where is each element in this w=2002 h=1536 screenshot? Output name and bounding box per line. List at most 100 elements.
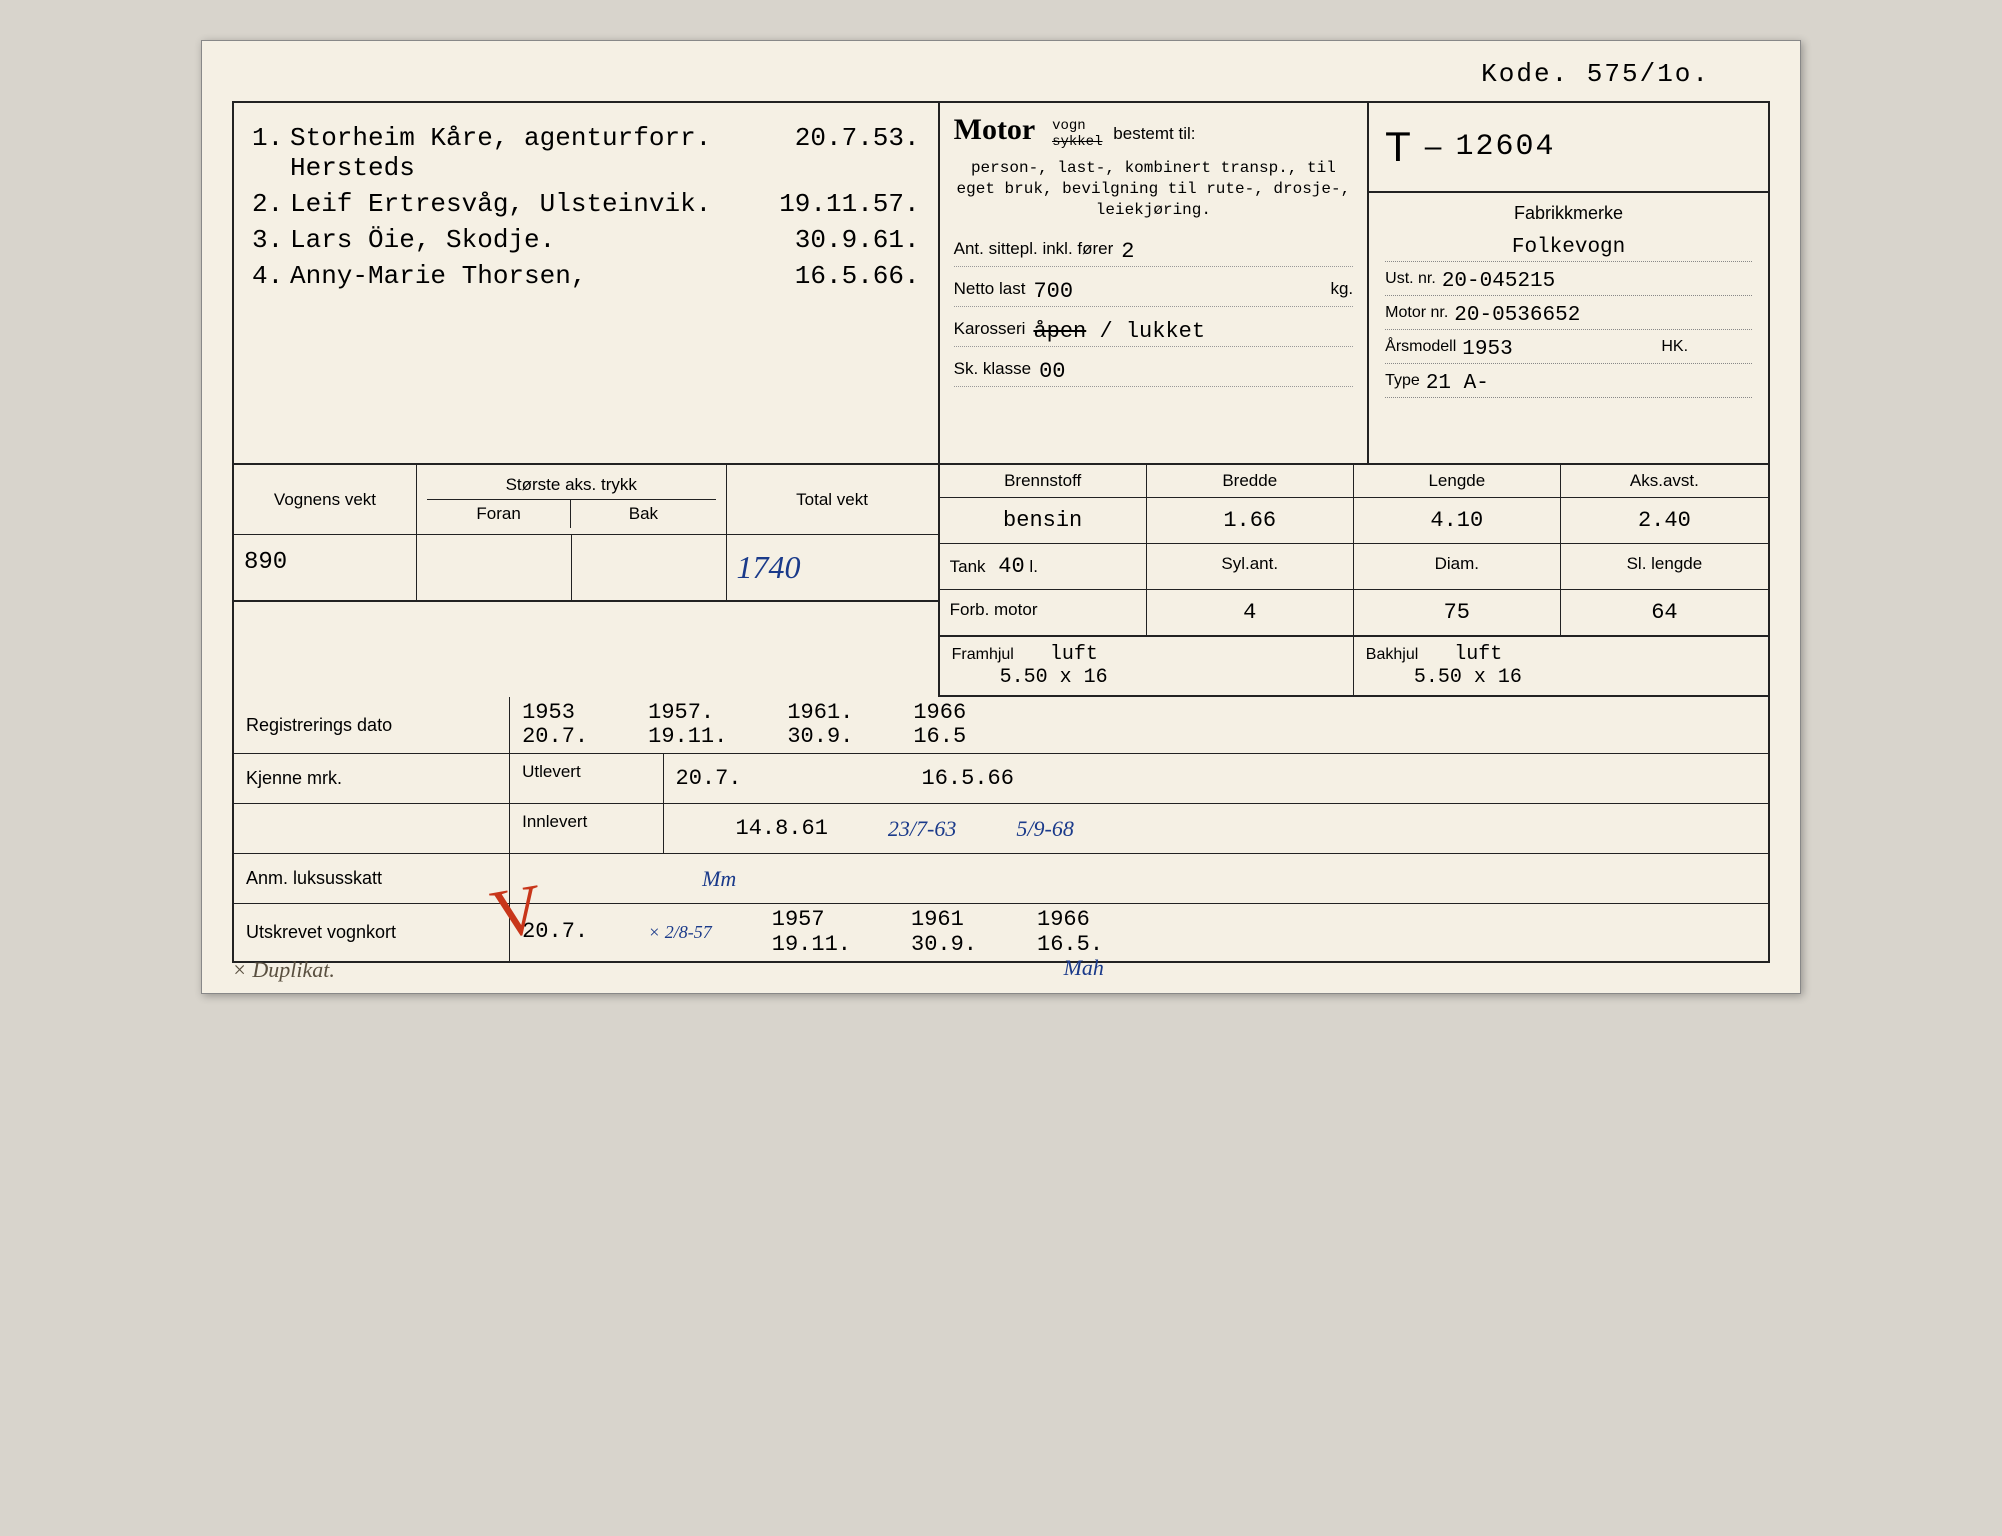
total-value: 1740 [727, 535, 938, 600]
owner-num: 4. [252, 261, 282, 291]
syl-value: 4 [1147, 590, 1354, 635]
utskrevet-sig: Mah [1064, 955, 1104, 981]
owner-num: 1. [252, 123, 282, 153]
netto-label: Netto last [954, 279, 1026, 304]
vognens-value: 890 [234, 535, 417, 600]
owner-name: Lars Öie, Skodje. [290, 225, 732, 255]
forb-label: Forb. motor [940, 590, 1147, 635]
owner-line: 4. Anny-Marie Thorsen, 16.5.66. [252, 261, 920, 291]
dims-box: Brennstoff Bredde Lengde Aks.avst. bensi… [940, 465, 1768, 697]
netto-unit: kg. [1330, 279, 1353, 304]
registration-card: Kode. 575/1o. 1. Storheim Kåre, agenturf… [201, 40, 1801, 994]
hk-label: HK. [1661, 338, 1688, 361]
margin-note: × Duplikat. [232, 957, 335, 983]
reg-letter: T [1385, 123, 1411, 171]
utskrevet-row: Utskrevet vognkort 20.7. × 2/8-57 195719… [234, 904, 1768, 960]
karosseri-value: åpen / lukket [1033, 319, 1353, 344]
storste-label: Største aks. trykk [427, 471, 716, 500]
dim-head: Brennstoff Bredde Lengde Aks.avst. [940, 465, 1768, 498]
foran-value [417, 535, 572, 600]
motor-sub: vogn sykkel [1052, 118, 1102, 150]
top-row: 1. Storheim Kåre, agenturforr. Hersteds … [234, 103, 1768, 465]
sk-label: Sk. klasse [954, 359, 1031, 384]
front-size: 5.50 x 16 [1000, 666, 1108, 689]
motor-nr-label: Motor nr. [1385, 304, 1448, 327]
owner-name: Anny-Marie Thorsen, [290, 261, 732, 291]
utskrevet-date: 195719.11. [772, 908, 851, 956]
syl-label: Syl.ant. [1147, 544, 1354, 589]
owner-date: 20.7.53. [740, 123, 920, 153]
front-type: luft [1050, 643, 1098, 666]
type-line: Type 21 A- [1385, 370, 1752, 398]
dim-v: bensin [940, 498, 1147, 543]
utlevert-values: 20.7. 16.5.66 [664, 754, 1769, 803]
front-label: Framhjul [952, 646, 1014, 663]
dim-row-1: bensin 1.66 4.10 2.40 [940, 498, 1768, 544]
motor-box: Motor vogn sykkel bestemt til: person-, … [940, 103, 1370, 463]
dim-h-0: Brennstoff [940, 465, 1147, 497]
seats-line: Ant. sittepl. inkl. fører 2 [954, 239, 1354, 267]
owners-box: 1. Storheim Kåre, agenturforr. Hersteds … [234, 103, 940, 463]
bottom-section: Registrerings dato 195320.7. 1957.19.11.… [234, 697, 1768, 961]
bestemt-label: bestemt til: [1113, 124, 1195, 143]
bak-label: Bak [571, 500, 715, 528]
ust-label: Ust. nr. [1385, 270, 1436, 293]
anm-values: Mm [510, 854, 1768, 903]
utskrevet-label: Utskrevet vognkort [234, 904, 510, 960]
vekt-vals: 890 1740 [234, 535, 938, 602]
utskrevet-date: 196130.9. [911, 908, 977, 956]
sk-value: 00 [1039, 359, 1353, 384]
ust-line: Ust. nr. 20-045215 [1385, 268, 1752, 296]
rear-label: Bakhjul [1366, 646, 1418, 663]
sl-label: Sl. lengde [1561, 544, 1768, 589]
diam-value: 75 [1354, 590, 1561, 635]
owner-name: Leif Ertresvåg, Ulsteinvik. [290, 189, 732, 219]
foran-label: Foran [427, 500, 571, 528]
motor-nr-line: Motor nr. 20-0536652 [1385, 302, 1752, 330]
sl-value: 64 [1561, 590, 1768, 635]
owner-num: 2. [252, 189, 282, 219]
vogn-label: vogn [1052, 118, 1102, 134]
reg-dato-row: Registrerings dato 195320.7. 1957.19.11.… [234, 697, 1768, 754]
aarsmodell-value: 1953 [1462, 338, 1655, 361]
vekt-head: Vognens vekt Største aks. trykk Foran Ba… [234, 465, 938, 535]
reg-dato-values: 195320.7. 1957.19.11. 1961.30.9. 196616.… [510, 697, 1768, 753]
aarsmodell-line: Årsmodell 1953 HK. [1385, 336, 1752, 364]
karosseri-line: Karosseri åpen / lukket [954, 319, 1354, 347]
merke-value: Folkevogn [1385, 236, 1752, 259]
type-label: Type [1385, 372, 1420, 395]
total-label: Total vekt [727, 465, 938, 534]
motor-header: Motor vogn sykkel bestemt til: [954, 113, 1354, 150]
utskrevet-values: 20.7. × 2/8-57 195719.11. 196130.9. 1966… [510, 904, 1768, 960]
fabrikk-title: Fabrikkmerke [1385, 203, 1752, 224]
specs-row: Vognens vekt Største aks. trykk Foran Ba… [234, 465, 1768, 697]
kode-value: 575/1o. [1587, 59, 1710, 89]
karosseri-label: Karosseri [954, 319, 1026, 344]
rear-type: luft [1454, 643, 1502, 666]
wheels-row: Framhjul luft 5.50 x 16 Bakhjul luft 5.5… [940, 637, 1768, 697]
innlevert-val: 5/9-68 [1016, 816, 1073, 842]
sk-line: Sk. klasse 00 [954, 359, 1354, 387]
utskrevet-extra: × 2/8-57 [648, 922, 712, 943]
owner-date: 19.11.57. [740, 189, 920, 219]
dim-v: 1.66 [1147, 498, 1354, 543]
karosseri-struck: åpen [1033, 319, 1086, 344]
hk-value [1694, 338, 1752, 361]
reg-date: 195320.7. [522, 701, 588, 749]
owner-date: 16.5.66. [740, 261, 920, 291]
motor-desc: person-, last-, kombinert transp., til e… [954, 158, 1354, 220]
motor-title: Motor [954, 113, 1036, 147]
kode-label: Kode. [1481, 59, 1569, 89]
fabrikk-box: Fabrikkmerke Folkevogn Ust. nr. 20-04521… [1369, 193, 1768, 463]
dim-v: 2.40 [1561, 498, 1768, 543]
ust-value: 20-045215 [1442, 270, 1752, 293]
front-wheel: Framhjul luft 5.50 x 16 [940, 637, 1354, 695]
innlevert-val: 14.8.61 [736, 816, 828, 841]
innlevert-values: 14.8.61 23/7-63 5/9-68 [664, 804, 1769, 853]
anm-row: Anm. luksusskatt Mm [234, 854, 1768, 904]
dim-h-3: Aks.avst. [1561, 465, 1768, 497]
tank-value: 40 [998, 554, 1024, 579]
netto-value: 700 [1033, 279, 1322, 304]
netto-line: Netto last 700 kg. [954, 279, 1354, 307]
reg-date: 196616.5 [913, 701, 966, 749]
